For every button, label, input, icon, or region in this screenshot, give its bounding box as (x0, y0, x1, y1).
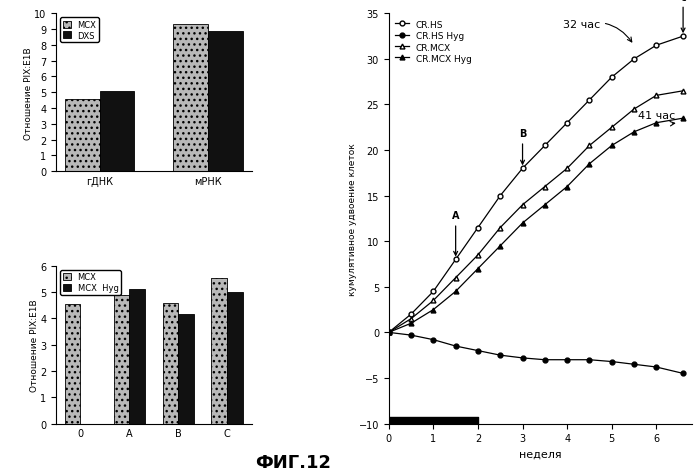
CR.MCX (652, 93, 661, 99)
Legend: MCX, MCX  Hyg: MCX, MCX Hyg (60, 270, 121, 295)
Bar (173, 24, 208, 172)
CR.MCX Hyg (452, 289, 460, 295)
CR.HS (585, 98, 593, 104)
Text: 41 час: 41 час (638, 111, 676, 127)
Text: B: B (519, 129, 526, 165)
CR.HS (474, 225, 482, 231)
CR.HS Hyg (496, 353, 505, 358)
CR.HS Hyg (452, 344, 460, 349)
CR.HS Hyg (652, 365, 661, 370)
CR.MCX Hyg (474, 266, 482, 272)
Line: CR.HS Hyg: CR.HS Hyg (387, 330, 686, 376)
CR.HS Hyg (630, 362, 638, 367)
Bar (211, 278, 227, 424)
Bar (114, 295, 129, 424)
CR.MCX Hyg (679, 116, 687, 122)
CR.MCX (585, 143, 593, 149)
CR.HS (679, 34, 687, 40)
CR.MCX (452, 275, 460, 281)
Line: CR.MCX Hyg: CR.MCX Hyg (387, 117, 686, 335)
CR.MCX Hyg (540, 202, 549, 208)
CR.MCX (563, 166, 571, 172)
CR.MCX Hyg (407, 321, 415, 327)
Y-axis label: Отношение PIX:E1B: Отношение PIX:E1B (29, 299, 38, 391)
CR.HS Hyg (519, 355, 527, 361)
Bar (178, 315, 194, 424)
CR.HS (630, 57, 638, 63)
CR.HS (563, 120, 571, 126)
CR.HS Hyg (407, 333, 415, 338)
CR.MCX Hyg (607, 143, 616, 149)
CR.MCX (474, 252, 482, 258)
CR.MCX Hyg (384, 330, 393, 336)
CR.MCX Hyg (652, 120, 661, 126)
CR.MCX (407, 316, 415, 322)
CR.MCX (630, 107, 638, 113)
Y-axis label: Отношение PIX:E1B: Отношение PIX:E1B (24, 47, 33, 139)
CR.HS Hyg (679, 371, 687, 377)
CR.HS Hyg (429, 337, 438, 343)
Text: 32 час: 32 час (563, 20, 632, 43)
Bar (99, 91, 134, 172)
Line: CR.MCX: CR.MCX (387, 89, 686, 335)
CR.HS Hyg (540, 357, 549, 363)
Bar (129, 290, 145, 424)
Bar (65, 100, 99, 172)
CR.MCX Hyg (496, 243, 505, 249)
CR.HS (429, 289, 438, 295)
CR.MCX (607, 125, 616, 131)
CR.HS Hyg (585, 357, 593, 363)
CR.HS (652, 43, 661, 49)
CR.HS (384, 330, 393, 336)
CR.MCX (679, 89, 687, 94)
CR.HS Hyg (384, 330, 393, 336)
CR.MCX Hyg (563, 184, 571, 190)
Y-axis label: кумулятивное удвоение клеток: кумулятивное удвоение клеток (348, 143, 357, 295)
CR.MCX Hyg (585, 161, 593, 167)
CR.HS (407, 312, 415, 317)
CR.MCX Hyg (630, 129, 638, 135)
Bar (65, 304, 80, 424)
Text: A: A (452, 211, 459, 256)
Text: ФИГ.12: ФИГ.12 (256, 453, 331, 471)
Bar (227, 292, 243, 424)
CR.MCX (384, 330, 393, 336)
CR.MCX (540, 184, 549, 190)
CR.MCX (519, 202, 527, 208)
CR.HS (607, 75, 616, 81)
CR.MCX (496, 225, 505, 231)
CR.HS Hyg (607, 359, 616, 365)
CR.MCX Hyg (429, 307, 438, 313)
Line: CR.HS: CR.HS (387, 35, 686, 335)
CR.HS (452, 257, 460, 263)
CR.HS (519, 166, 527, 172)
CR.HS Hyg (563, 357, 571, 363)
Text: c: c (680, 0, 686, 33)
X-axis label: неделя: неделя (519, 449, 562, 459)
CR.MCX (429, 298, 438, 304)
Legend: MCX, DXS: MCX, DXS (60, 19, 99, 43)
Bar (208, 31, 243, 172)
CR.HS (540, 143, 549, 149)
CR.MCX Hyg (519, 221, 527, 227)
CR.HS (496, 193, 505, 199)
CR.HS Hyg (474, 348, 482, 354)
Legend: CR.HS, CR.HS Hyg, CR.MCX, CR.MCX Hyg: CR.HS, CR.HS Hyg, CR.MCX, CR.MCX Hyg (394, 19, 473, 66)
Bar (163, 303, 178, 424)
